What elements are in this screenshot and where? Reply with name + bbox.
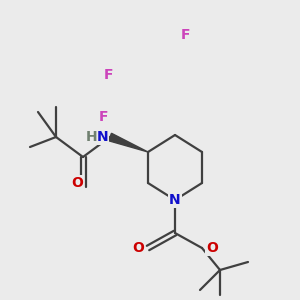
- Text: F: F: [103, 68, 113, 82]
- Text: F: F: [98, 110, 108, 124]
- Text: O: O: [132, 241, 144, 255]
- Text: O: O: [206, 241, 218, 255]
- Text: F: F: [180, 28, 190, 42]
- Text: N: N: [96, 130, 108, 144]
- Text: N: N: [169, 193, 181, 207]
- Text: H: H: [85, 130, 97, 144]
- Text: O: O: [71, 176, 83, 190]
- Polygon shape: [109, 133, 148, 152]
